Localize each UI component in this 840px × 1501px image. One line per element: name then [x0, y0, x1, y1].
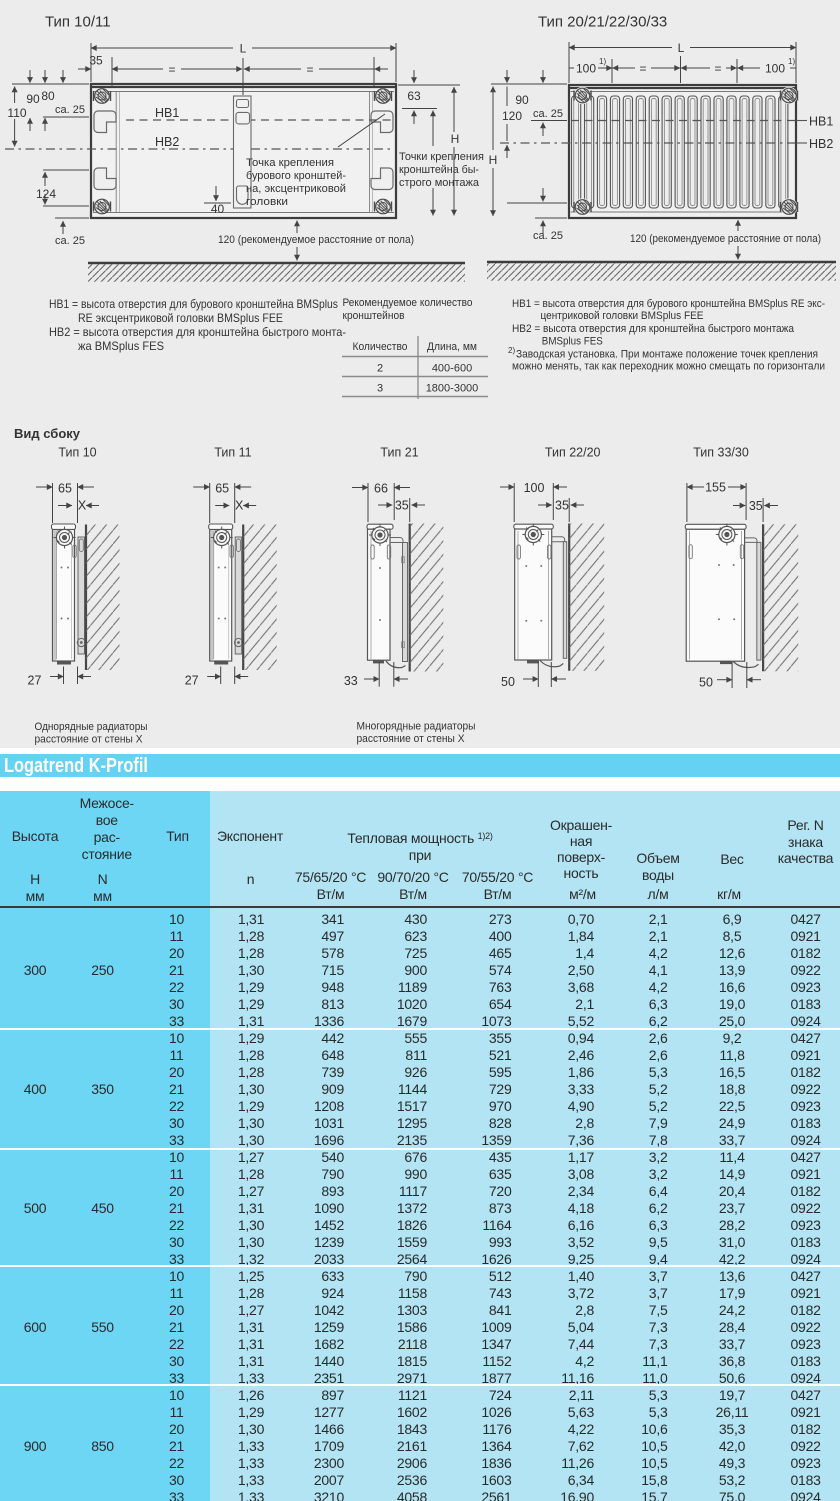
- svg-text:расстояние от стены X: расстояние от стены X: [357, 733, 466, 745]
- svg-text:=: =: [639, 62, 646, 76]
- svg-text:кронштейна бы-: кронштейна бы-: [399, 164, 479, 176]
- svg-text:RE эксцентриковой головки BMSp: RE эксцентриковой головки BMSplus FEE: [78, 312, 283, 325]
- svg-text:головки: головки: [246, 196, 288, 208]
- svg-text:33: 33: [344, 674, 358, 688]
- svg-text:кронштейнов: кронштейнов: [343, 310, 405, 322]
- svg-text:расстояние от стены X: расстояние от стены X: [35, 734, 144, 746]
- svg-text:50: 50: [501, 675, 515, 689]
- svg-text:HB1: HB1: [809, 115, 833, 129]
- svg-text:HB1: HB1: [155, 106, 179, 120]
- svg-text:ca. 25: ca. 25: [55, 104, 85, 116]
- svg-text:50: 50: [699, 676, 713, 690]
- svg-text:2): 2): [508, 346, 515, 355]
- svg-text:X: X: [78, 499, 87, 513]
- svg-text:Длина, мм: Длина, мм: [427, 341, 477, 353]
- svg-text:Многорядные радиаторы: Многорядные радиаторы: [357, 721, 476, 733]
- svg-text:35: 35: [89, 54, 103, 68]
- svg-text:65: 65: [58, 482, 72, 496]
- svg-text:Тип 10: Тип 10: [58, 446, 96, 460]
- svg-text:ca. 25: ca. 25: [55, 235, 85, 247]
- svg-text:400-600: 400-600: [432, 363, 472, 375]
- svg-text:L: L: [678, 41, 685, 55]
- svg-text:80: 80: [41, 89, 55, 103]
- svg-text:=: =: [306, 63, 313, 77]
- svg-text:центриковой головки BMSplus FE: центриковой головки BMSplus FEE: [541, 310, 704, 322]
- svg-text:=: =: [714, 62, 721, 76]
- svg-text:Заводская установка. При монта: Заводская установка. При монтаже положен…: [516, 349, 818, 361]
- svg-text:120 (рекомендуемое расстояние: 120 (рекомендуемое расстояние от пола): [218, 234, 414, 246]
- svg-text:Точка крепления: Точка крепления: [246, 157, 334, 169]
- svg-text:40: 40: [211, 202, 225, 216]
- svg-text:HB1 = высота отверстия для бур: HB1 = высота отверстия для бурового крон…: [49, 298, 338, 311]
- svg-text:1): 1): [599, 57, 606, 66]
- svg-text:=: =: [168, 63, 175, 77]
- svg-text:66: 66: [374, 482, 388, 496]
- svg-text:Рекомендуемое количество: Рекомендуемое количество: [343, 297, 473, 309]
- svg-text:120 (рекомендуемое расстояние: 120 (рекомендуемое расстояние от пола): [630, 233, 821, 245]
- svg-text:ca. 25: ca. 25: [533, 108, 563, 120]
- svg-text:90: 90: [26, 92, 40, 106]
- svg-text:HB2 = высота отверстия для кро: HB2 = высота отверстия для кронштейна бы…: [49, 326, 346, 339]
- svg-text:L: L: [240, 42, 247, 56]
- svg-text:HB2: HB2: [155, 135, 179, 149]
- svg-text:Тип 11: Тип 11: [214, 446, 251, 460]
- svg-text:Тип 10/11: Тип 10/11: [45, 14, 111, 31]
- svg-text:110: 110: [7, 106, 26, 120]
- svg-text:можно менять, так как переходн: можно менять, так как переходник можно с…: [512, 361, 825, 373]
- svg-text:жа BMSplus FES: жа BMSplus FES: [78, 340, 164, 353]
- svg-text:Количество: Количество: [353, 341, 408, 353]
- svg-text:120: 120: [502, 109, 522, 123]
- svg-text:100: 100: [765, 62, 785, 76]
- svg-text:HB2 = высота отверстия для кро: HB2 = высота отверстия для кронштейна бы…: [512, 323, 795, 335]
- svg-text:HB2: HB2: [809, 137, 833, 151]
- svg-text:ca. 25: ca. 25: [533, 230, 563, 242]
- svg-text:Однорядные радиаторы: Однорядные радиаторы: [35, 721, 148, 733]
- svg-text:строго монтажа: строго монтажа: [399, 177, 480, 189]
- svg-text:X: X: [235, 499, 244, 513]
- svg-text:Вид сбоку: Вид сбоку: [14, 426, 81, 441]
- svg-text:2: 2: [377, 363, 383, 375]
- svg-text:BMSplus FES: BMSplus FES: [542, 336, 603, 348]
- svg-text:Тип 21: Тип 21: [380, 446, 418, 460]
- svg-text:3: 3: [377, 383, 383, 395]
- svg-text:1): 1): [788, 57, 795, 66]
- svg-text:Тип 20/21/22/30/33: Тип 20/21/22/30/33: [538, 14, 667, 31]
- svg-text:35: 35: [555, 499, 569, 513]
- svg-text:124: 124: [36, 187, 56, 201]
- svg-text:100: 100: [524, 481, 545, 495]
- svg-text:155: 155: [705, 481, 726, 495]
- svg-text:65: 65: [215, 482, 229, 496]
- svg-text:H: H: [489, 153, 498, 167]
- svg-text:1800-3000: 1800-3000: [426, 383, 479, 395]
- svg-text:90: 90: [515, 93, 529, 107]
- svg-text:27: 27: [28, 674, 42, 688]
- svg-text:100: 100: [576, 62, 596, 76]
- svg-text:Тип 22/20: Тип 22/20: [545, 446, 601, 460]
- svg-text:63: 63: [407, 89, 421, 103]
- svg-text:бурового кронштей-: бурового кронштей-: [246, 170, 346, 182]
- svg-text:27: 27: [185, 674, 199, 688]
- svg-text:H: H: [451, 132, 460, 146]
- svg-text:35: 35: [749, 499, 763, 513]
- svg-text:на, эксцентриковой: на, эксцентриковой: [246, 183, 346, 195]
- svg-text:35: 35: [395, 499, 409, 513]
- svg-text:Точки крепления: Точки крепления: [399, 151, 484, 163]
- svg-text:Тип 33/30: Тип 33/30: [693, 446, 749, 460]
- svg-text:HB1 = высота отверстия для бур: HB1 = высота отверстия для бурового крон…: [512, 298, 825, 310]
